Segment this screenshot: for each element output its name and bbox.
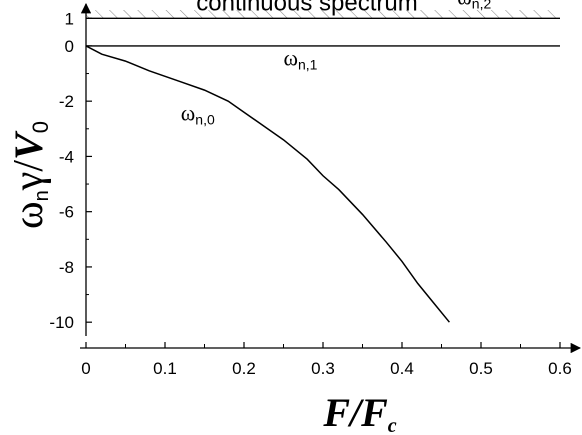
y-axis-title-v: V bbox=[6, 130, 51, 160]
y-axis-title-zero: 0 bbox=[28, 121, 53, 133]
series-label-n-0: ωn,0 bbox=[181, 101, 215, 128]
x-tick-label: 0.2 bbox=[232, 359, 256, 378]
x-axis-title-sub: c bbox=[388, 415, 397, 435]
y-tick-label: -2 bbox=[59, 92, 74, 111]
series-label-base: ω bbox=[284, 45, 298, 70]
series-label-sub: n,0 bbox=[195, 112, 215, 128]
y-tick-label: 1 bbox=[65, 9, 74, 28]
series-label-sub: n,1 bbox=[298, 56, 318, 72]
continuum-layer: continuous spectrum bbox=[86, 0, 560, 19]
y-axis-title-n: n bbox=[31, 190, 53, 201]
x-tick-label: 0.4 bbox=[390, 359, 414, 378]
continuum-label: continuous spectrum bbox=[196, 0, 417, 16]
series-label-sub: n,2 bbox=[472, 0, 492, 11]
continuum-hatch bbox=[86, 10, 560, 19]
ticks-layer: 1 0 -2 -4 -6 -8 -10 0 0.1 0.2 0.3 0.4 0.5 0.6 bbox=[49, 9, 571, 378]
series-label-n-2: ωn,2 bbox=[457, 0, 491, 11]
x-axis-title-main: F/F bbox=[322, 390, 388, 435]
x-tick-label: 0 bbox=[81, 359, 90, 378]
y-axis-title: ωnγ/V0 bbox=[6, 121, 53, 229]
x-tick-label: 0.5 bbox=[469, 359, 493, 378]
y-axis-title-gamma: γ/ bbox=[6, 160, 52, 192]
y-axis-title-omega: ω bbox=[6, 201, 52, 229]
y-tick-label: -6 bbox=[59, 203, 74, 222]
y-tick-label: 0 bbox=[65, 37, 74, 56]
series-label-base: ω bbox=[457, 0, 471, 9]
series-label-n-1: ωn,1 bbox=[284, 45, 318, 72]
series-line-n-0 bbox=[85, 45, 450, 323]
y-tick-label: -8 bbox=[59, 258, 74, 277]
y-tick-label: -4 bbox=[59, 147, 74, 166]
x-tick-label: 0.3 bbox=[311, 359, 335, 378]
axes-layer bbox=[80, 2, 582, 354]
x-axis-title: F/Fc bbox=[322, 390, 396, 435]
x-tick-label: 0.1 bbox=[153, 359, 177, 378]
y-tick-label: -10 bbox=[49, 313, 74, 332]
series-label-base: ω bbox=[181, 101, 195, 126]
x-tick-label: 0.6 bbox=[548, 359, 572, 378]
series-layer bbox=[85, 17, 560, 323]
